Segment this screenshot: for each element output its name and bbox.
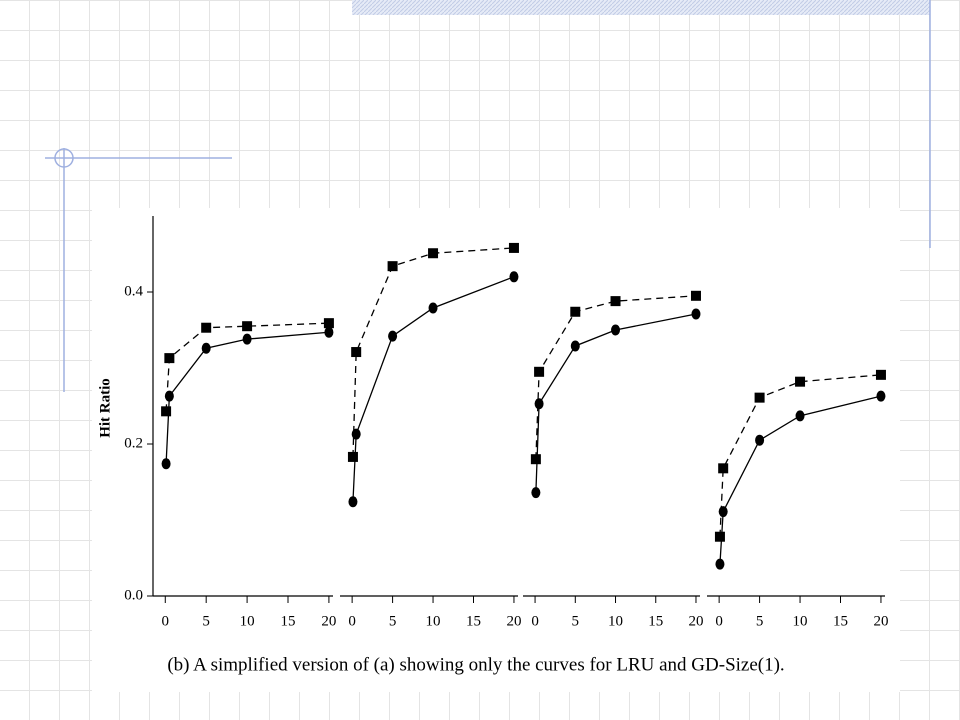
x-tick-label: 10 [793,613,808,629]
marker [201,322,212,333]
caption: (b) A simplified version of (a) showing … [167,654,784,675]
x-tick-label: 20 [321,613,336,629]
marker [161,406,172,417]
x-tick-label: 10 [240,613,255,629]
marker [323,318,334,329]
chart-background [92,208,900,692]
marker [161,458,171,470]
marker [530,454,541,465]
x-tick-label: 0 [715,613,723,629]
marker [201,342,211,354]
marker [876,390,886,402]
marker [534,398,544,410]
x-tick-label: 15 [466,613,481,629]
marker [324,326,334,338]
marker [715,558,725,570]
marker [534,366,545,377]
y-tick-label: 0.0 [124,587,143,603]
marker [164,353,175,364]
y-tick-label: 0.2 [124,435,143,451]
marker [718,463,729,474]
y-tick-label: 0.4 [124,283,143,299]
x-tick-label: 10 [426,613,441,629]
marker [351,347,362,358]
decor-circle [54,148,74,168]
marker [509,271,519,283]
marker [795,410,805,422]
marker [795,376,806,387]
marker [718,506,728,518]
marker [570,340,580,352]
marker [388,330,398,342]
marker [164,390,174,402]
x-tick-label: 0 [348,613,356,629]
x-tick-label: 5 [389,613,397,629]
marker [242,333,252,345]
x-tick-label: 15 [833,613,848,629]
x-tick-label: 5 [756,613,764,629]
marker [242,321,253,332]
marker [610,296,621,307]
marker [531,487,541,499]
x-tick-label: 20 [506,613,521,629]
x-tick-label: 15 [281,613,296,629]
marker [691,308,701,320]
x-tick-label: 15 [648,613,663,629]
x-tick-label: 20 [873,613,888,629]
marker [570,306,581,317]
x-tick-label: 5 [572,613,580,629]
y-axis-label: Hit Ratio [97,378,113,438]
marker [348,496,358,508]
marker [351,428,361,440]
marker [428,248,439,259]
marker [428,302,438,314]
marker [387,261,398,272]
x-tick-label: 20 [688,613,703,629]
marker [690,290,701,301]
marker [347,451,358,462]
marker [611,324,621,336]
marker [875,369,886,380]
marker [508,242,519,253]
marker [714,531,725,542]
header-bar [352,0,930,15]
x-tick-label: 10 [608,613,623,629]
marker [754,392,765,403]
x-tick-label: 5 [202,613,210,629]
marker [755,434,765,446]
x-tick-label: 0 [531,613,539,629]
x-tick-label: 0 [162,613,170,629]
